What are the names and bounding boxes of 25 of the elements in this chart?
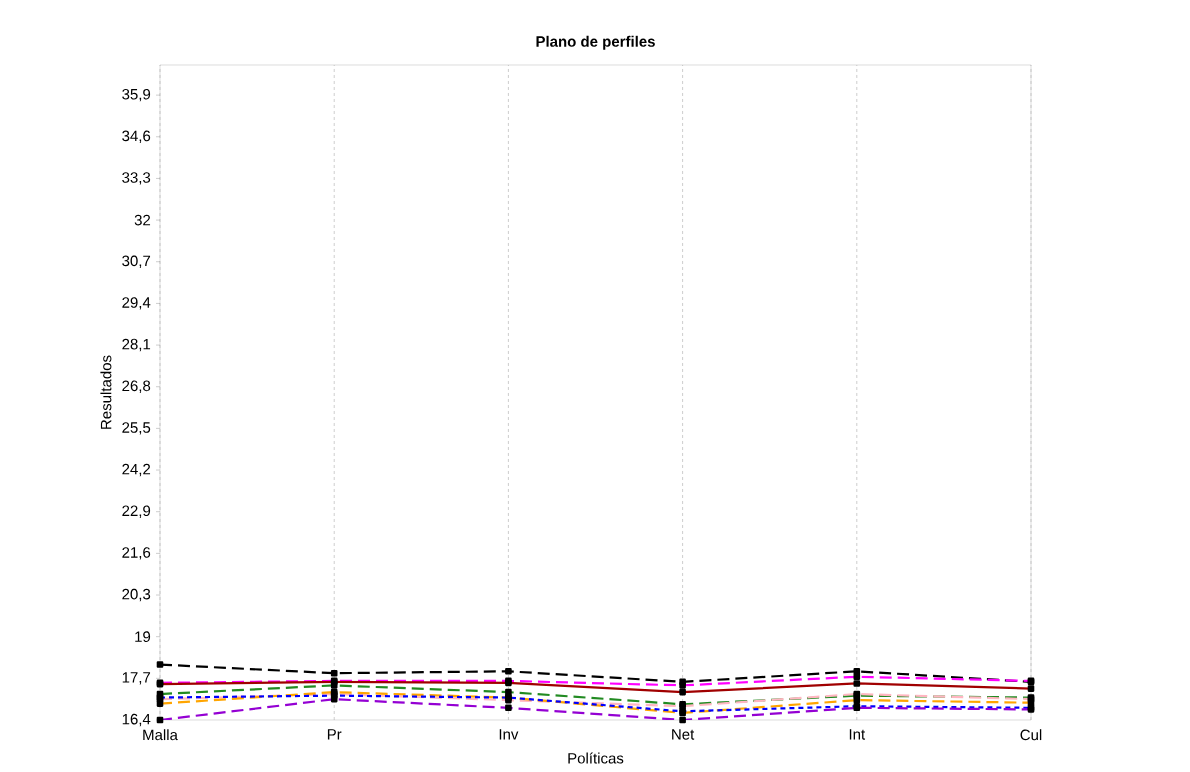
y-tick-label: 35,9 <box>122 88 151 102</box>
y-tick-label: 24,2 <box>122 463 151 477</box>
x-tick-label: Cul <box>1020 729 1042 741</box>
y-tick-label: 25,5 <box>122 422 151 435</box>
y-tick-label: 19 <box>135 631 151 642</box>
y-tick-label: 28,1 <box>122 338 151 352</box>
y-tick-label: 33,3 <box>122 172 151 185</box>
y-tick-label: 22,9 <box>122 505 151 518</box>
y-axis-title: Resultados <box>100 355 112 429</box>
x-tick-label: Pr <box>327 729 342 740</box>
x-axis-title: Políticas <box>568 752 624 764</box>
y-tick-label: 16,4 <box>122 713 151 727</box>
chart-title: Plano de perfiles <box>536 35 655 50</box>
x-tick-label: Net <box>672 729 695 740</box>
y-tick-label: 34,6 <box>122 130 151 143</box>
y-tick-label: 29,4 <box>122 297 151 310</box>
y-tick-label: 32 <box>134 214 151 226</box>
y-tick-label: 20,3 <box>122 588 151 602</box>
x-tick-label: Malla <box>143 729 178 741</box>
y-tick-label: 30,7 <box>122 255 151 268</box>
y-tick-label: 21,6 <box>122 547 151 560</box>
y-tick-label: 26,8 <box>122 380 151 393</box>
y-tick-label: 17,7 <box>122 672 151 685</box>
x-tick-label: Inv <box>499 729 519 740</box>
x-tick-label: Int <box>849 729 866 740</box>
